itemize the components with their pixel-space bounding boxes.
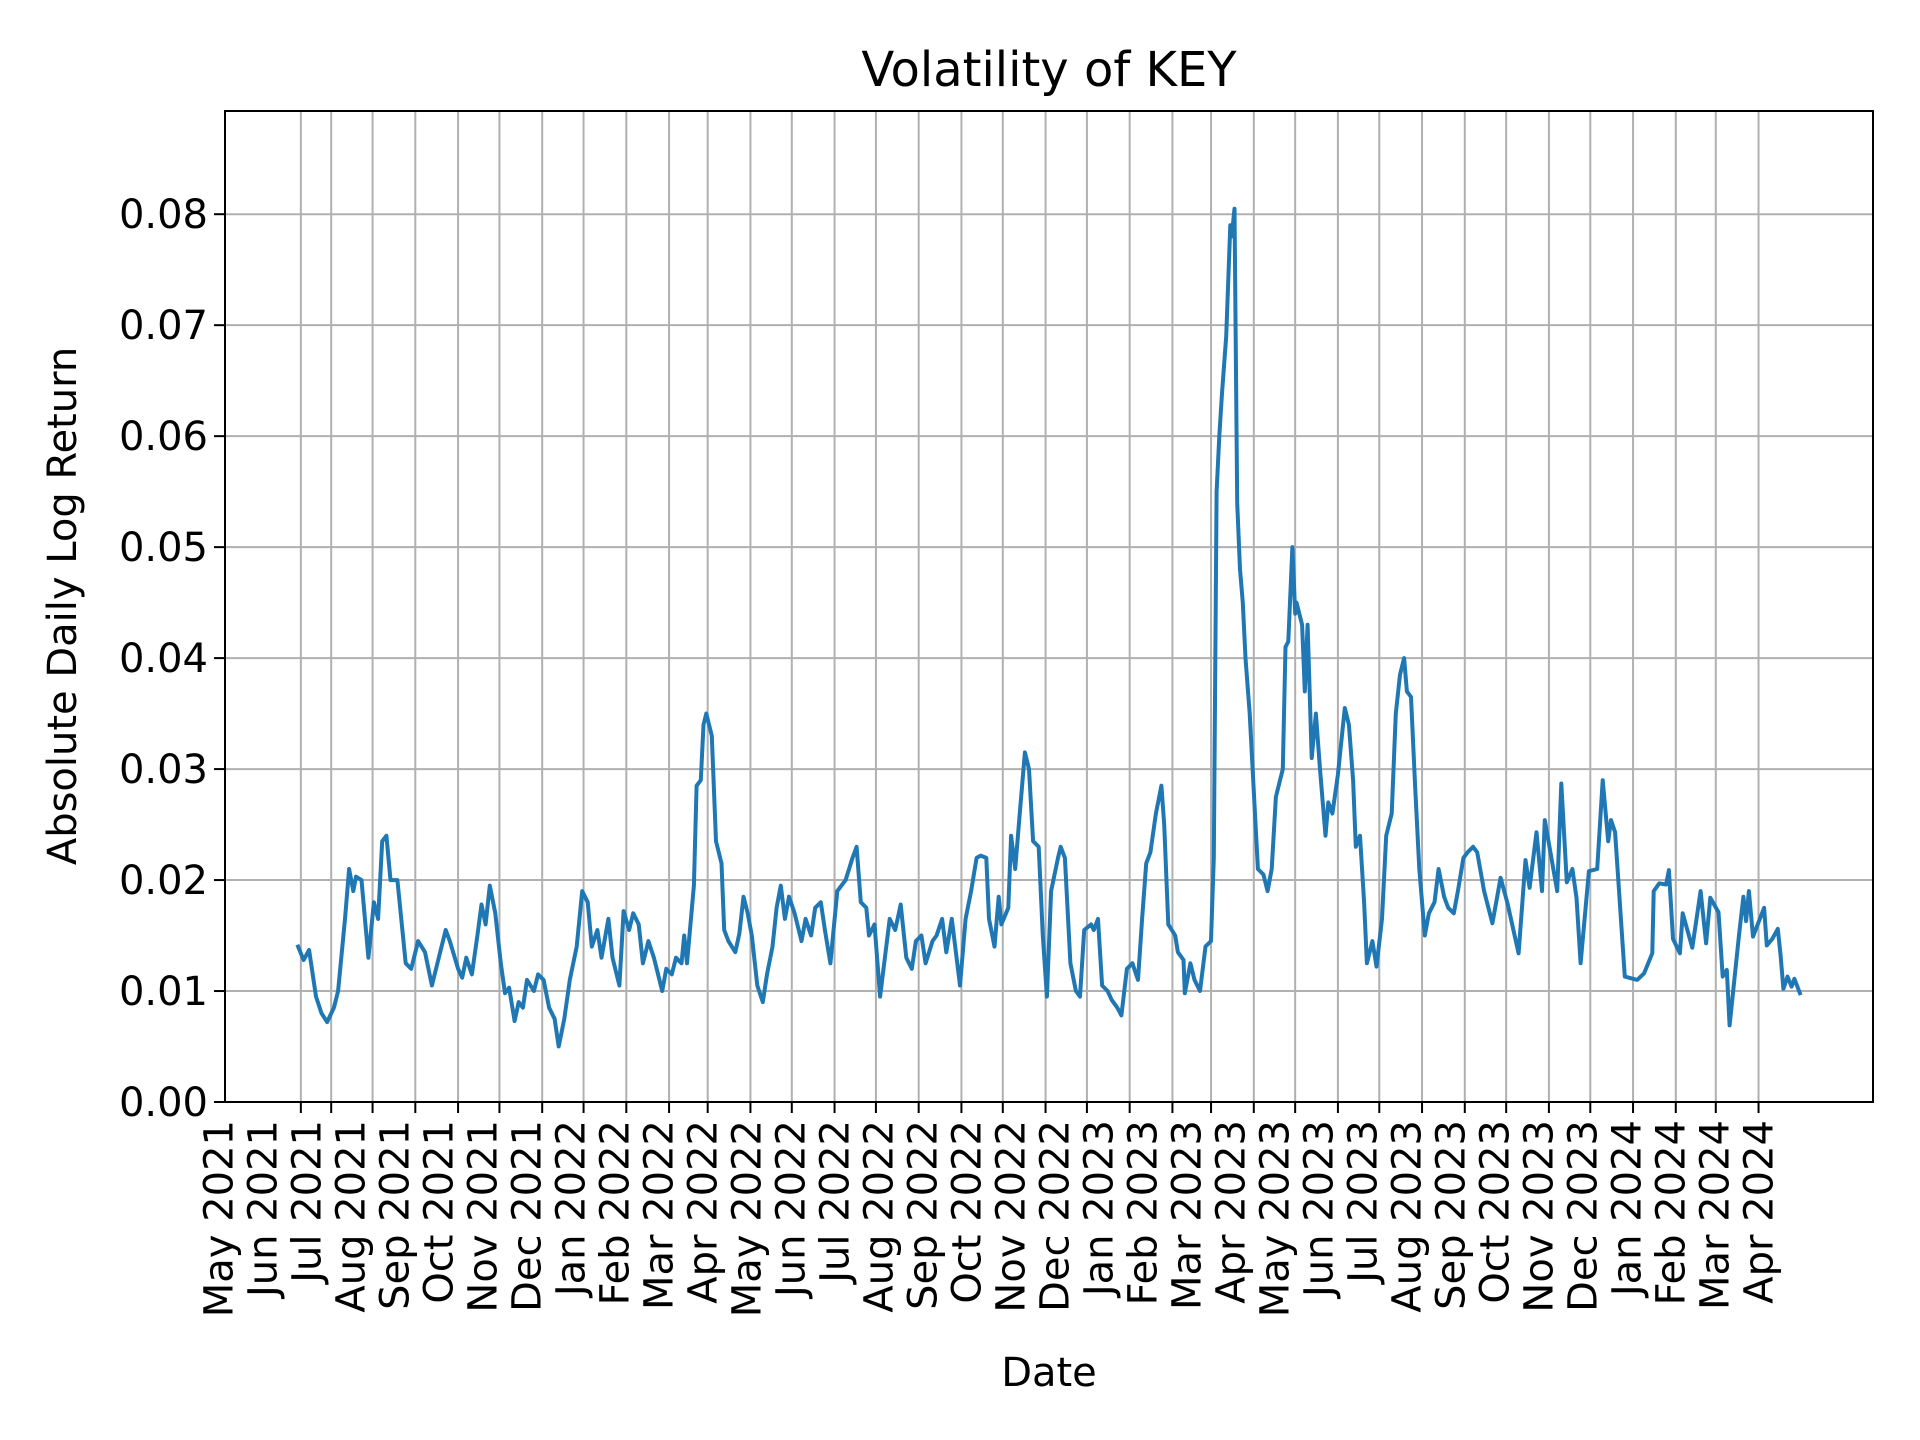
x-tick-label: Dec 2021 [505,1120,551,1312]
x-tick-label: Feb 2023 [1121,1120,1167,1305]
x-tick-label: Feb 2022 [593,1120,639,1305]
y-tick-label: 0.07 [119,303,208,349]
x-tick-label: May 2023 [1253,1120,1299,1317]
x-tick-label: Oct 2021 [417,1120,463,1304]
x-tick-label: Jan 2024 [1605,1120,1651,1299]
y-tick-label: 0.02 [119,858,208,904]
x-tick-label: Sep 2022 [901,1120,947,1310]
x-axis-label: Date [1001,1350,1097,1396]
x-tick-label: Jan 2023 [1077,1120,1123,1299]
x-tick-label: Jun 2023 [1297,1120,1343,1300]
x-tick-label: Aug 2022 [857,1120,903,1313]
y-tick-label: 0.00 [119,1080,208,1126]
x-tick-label: Dec 2023 [1561,1120,1607,1312]
x-tick-label: Dec 2022 [1033,1120,1079,1312]
x-tick-label: Oct 2022 [945,1120,991,1304]
x-tick-label: Jul 2022 [813,1120,859,1286]
y-tick-label: 0.03 [119,747,208,793]
x-tick-label: Jan 2022 [549,1120,595,1299]
x-tick-label: Jun 2022 [769,1120,815,1300]
volatility-line [295,206,1803,1049]
x-tick-label: Sep 2021 [373,1120,419,1310]
y-tick-label: 0.04 [119,636,208,682]
grid [225,111,1873,1103]
x-tick-label: Jul 2023 [1341,1120,1387,1286]
x-tick-label: Mar 2022 [637,1120,683,1310]
y-tick-label: 0.01 [119,969,208,1015]
x-tick-label: Jun 2021 [241,1120,287,1300]
x-tick-label: May 2021 [197,1120,243,1317]
y-axis-label: Absolute Daily Log Return [40,347,86,865]
x-tick-label: Nov 2021 [461,1120,507,1313]
x-tick-label: Apr 2022 [681,1120,727,1304]
plot-frame [224,110,1874,1103]
x-tick-label: Feb 2024 [1649,1120,1695,1305]
x-tick-label: Jul 2021 [285,1120,331,1286]
y-tick-label: 0.08 [119,192,208,238]
x-tick-label: Apr 2024 [1737,1120,1783,1304]
x-tick-label: Aug 2021 [329,1120,375,1313]
y-tick-label: 0.06 [119,414,208,460]
x-tick-label: Sep 2023 [1429,1120,1475,1310]
x-tick-label: Nov 2023 [1517,1120,1563,1313]
y-axis: 0.00 0.01 0.02 0.03 0.04 0.05 0.06 0.07 0.08 [119,192,225,1126]
x-tick-label: May 2022 [725,1120,771,1317]
series-layer [295,206,1803,1049]
x-tick-label: Aug 2023 [1385,1120,1431,1313]
x-tick-label: Mar 2023 [1165,1120,1211,1310]
y-tick-label: 0.05 [119,525,208,571]
x-tick-label: Mar 2024 [1693,1120,1739,1310]
x-tick-label: Oct 2023 [1473,1120,1519,1304]
x-tick-label: Apr 2023 [1209,1120,1255,1304]
chart-title: Volatility of KEY [861,42,1237,98]
x-tick-label: Nov 2022 [989,1120,1035,1313]
